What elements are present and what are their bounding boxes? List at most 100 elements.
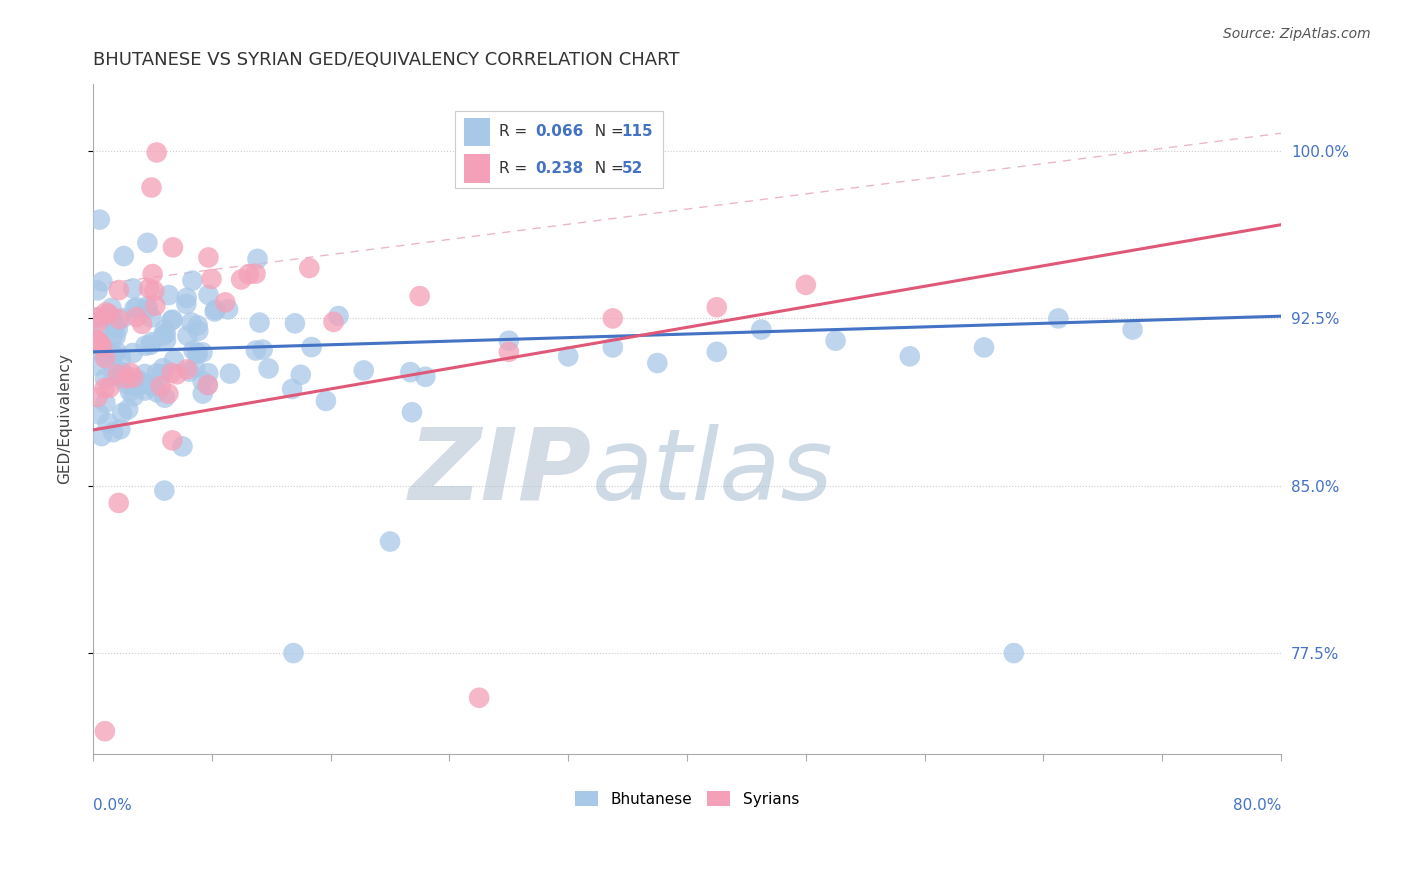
Point <box>111 406 134 420</box>
Point <box>557 349 579 363</box>
Point <box>87 310 110 325</box>
Point <box>197 288 219 302</box>
Point <box>87 343 110 358</box>
Point <box>1002 646 1025 660</box>
Point <box>134 384 156 398</box>
Point <box>238 267 260 281</box>
Point <box>128 374 150 388</box>
Point <box>101 346 124 360</box>
Point <box>794 277 817 292</box>
Point <box>143 284 166 298</box>
Point <box>290 368 312 382</box>
Point <box>157 288 180 302</box>
Point <box>152 328 174 343</box>
Point <box>122 281 145 295</box>
Point <box>217 302 239 317</box>
Point <box>172 439 194 453</box>
Point <box>97 416 120 430</box>
Point <box>86 334 108 348</box>
Point <box>187 318 209 333</box>
Point <box>315 393 337 408</box>
Point <box>647 356 669 370</box>
Point <box>115 371 138 385</box>
Point <box>134 339 156 353</box>
Point <box>353 363 375 377</box>
Point <box>91 275 114 289</box>
Point <box>100 301 122 315</box>
Point <box>183 343 205 358</box>
Point <box>298 260 321 275</box>
Text: 0.238: 0.238 <box>534 161 583 176</box>
Point <box>103 368 125 383</box>
Point <box>107 496 129 510</box>
Point <box>111 366 134 380</box>
Point <box>322 315 344 329</box>
Point <box>249 316 271 330</box>
Point <box>90 429 112 443</box>
Point <box>145 367 167 381</box>
Point <box>141 310 163 325</box>
Point <box>176 328 198 343</box>
Point <box>118 384 141 399</box>
Point <box>749 322 772 336</box>
Point <box>139 338 162 352</box>
Point <box>120 366 142 380</box>
Point <box>134 367 156 381</box>
Point <box>197 378 219 392</box>
Point <box>152 368 174 382</box>
Point <box>125 310 148 324</box>
Point <box>245 343 267 358</box>
Point <box>176 297 198 311</box>
Point <box>1047 311 1070 326</box>
Point <box>197 377 219 392</box>
FancyBboxPatch shape <box>456 111 664 188</box>
Point <box>90 322 112 336</box>
Point <box>124 379 146 393</box>
Point <box>142 267 165 281</box>
Point <box>181 274 204 288</box>
Point <box>122 370 145 384</box>
Point <box>94 305 117 319</box>
Point <box>125 301 148 315</box>
Point <box>401 405 423 419</box>
Point <box>112 249 135 263</box>
Text: N =: N = <box>585 161 628 176</box>
Point <box>141 334 163 349</box>
Point <box>415 369 437 384</box>
Point <box>166 368 188 382</box>
Text: atlas: atlas <box>592 424 834 521</box>
Point <box>110 351 132 365</box>
Text: N =: N = <box>585 124 628 139</box>
Point <box>153 322 176 336</box>
Text: R =: R = <box>499 161 533 176</box>
Point <box>87 315 110 329</box>
Point <box>104 319 127 334</box>
Point <box>101 425 124 440</box>
Point <box>1122 322 1144 336</box>
Point <box>231 272 253 286</box>
Point <box>136 300 159 314</box>
Point <box>108 283 131 297</box>
Point <box>162 312 184 326</box>
Point <box>191 386 214 401</box>
Point <box>191 374 214 388</box>
Point <box>162 240 184 254</box>
Point <box>122 389 145 403</box>
Point <box>301 340 323 354</box>
Point <box>138 281 160 295</box>
Point <box>114 376 136 391</box>
Point <box>136 301 159 316</box>
Text: 52: 52 <box>621 161 643 176</box>
Point <box>104 329 127 343</box>
Point <box>86 390 108 404</box>
Point <box>155 334 177 348</box>
Point <box>89 212 111 227</box>
Point <box>602 340 624 354</box>
Point <box>94 724 117 739</box>
Point <box>105 344 128 359</box>
Point <box>101 330 124 344</box>
Point <box>197 366 219 380</box>
Point <box>328 309 350 323</box>
Point <box>90 339 112 353</box>
Point <box>146 385 169 400</box>
